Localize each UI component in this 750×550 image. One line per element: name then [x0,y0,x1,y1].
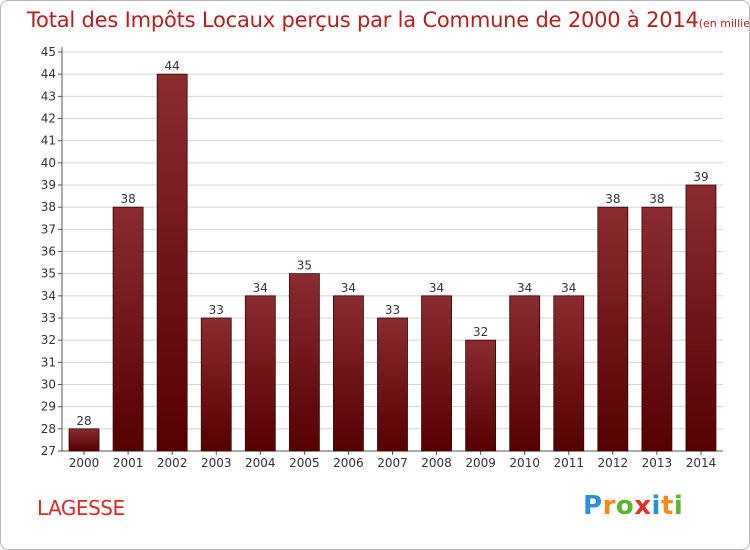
data-label-2001: 38 [120,192,135,206]
y-tick-label: 30 [41,378,56,392]
data-label-2000: 28 [76,414,91,428]
x-tick-label: 2010 [509,456,540,470]
x-tick-label: 2005 [289,456,320,470]
y-tick-label: 33 [41,311,56,325]
y-tick-label: 27 [41,444,56,458]
x-tick-label: 2012 [598,456,629,470]
x-tick-label: 2004 [245,456,276,470]
x-tick-label: 2011 [553,456,584,470]
bar-2002 [157,74,187,451]
data-label-2010: 34 [517,281,532,295]
bar-2009 [466,340,496,451]
data-label-2007: 33 [385,303,400,317]
y-tick-label: 40 [41,156,56,170]
data-label-2004: 34 [253,281,268,295]
x-tick-label: 2001 [113,456,144,470]
bar-2007 [378,318,408,451]
logo-letter: P [583,491,603,521]
y-tick-label: 31 [41,355,56,369]
x-tick-label: 2003 [201,456,232,470]
y-tick-label: 34 [41,289,56,303]
bar-2005 [289,274,319,451]
y-tick-label: 36 [41,245,56,259]
proxiti-logo: Proxiti [583,491,683,521]
bar-2001 [113,207,143,451]
data-label-2011: 34 [561,281,576,295]
bar-2014 [686,185,716,451]
x-tick-label: 2013 [642,456,673,470]
y-tick-label: 28 [41,422,56,436]
x-tick-label: 2000 [69,456,100,470]
x-tick-label: 2007 [377,456,408,470]
y-tick-label: 29 [41,400,56,414]
logo-letter: x [634,491,651,521]
bar-chart: 27 28 29 30 31 32 33 34 35 36 37 38 39 40 41 42 43 44 45 20… [1,1,750,550]
data-label-2013: 38 [649,192,664,206]
y-tick-label: 44 [41,67,56,81]
y-tick-label: 32 [41,333,56,347]
x-tick-label: 2008 [421,456,452,470]
data-label-2014: 39 [693,170,708,184]
y-tick-label: 37 [41,222,56,236]
bar-2010 [510,296,540,451]
bar-2004 [245,296,275,451]
logo-letter: r [603,491,616,521]
x-tick-label: 2002 [157,456,188,470]
y-tick-label: 39 [41,178,56,192]
logo-letter: o [616,491,634,521]
bar-2003 [201,318,231,451]
bar-2006 [333,296,363,451]
data-label-2003: 33 [209,303,224,317]
data-label-2006: 34 [341,281,356,295]
data-label-2012: 38 [605,192,620,206]
bar-2008 [422,296,452,451]
x-tick-label: 2006 [333,456,364,470]
data-label-2009: 32 [473,325,488,339]
commune-name: LAGESSE [37,496,125,520]
y-tick-label: 38 [41,200,56,214]
logo-letter: i [652,491,661,521]
bars [69,74,716,451]
data-label-2005: 35 [297,259,312,273]
y-tick-label: 45 [41,45,56,59]
bar-2012 [598,207,628,451]
bar-2000 [69,429,99,451]
chart-frame: Total des Impôts Locaux perçus par la Co… [0,0,750,550]
y-tick-label: 43 [41,89,56,103]
data-label-2002: 44 [165,59,180,73]
x-tick-label: 2009 [465,456,496,470]
data-label-2008: 34 [429,281,444,295]
y-tick-label: 35 [41,267,56,281]
bar-2011 [554,296,584,451]
logo-letter: t [661,491,674,521]
bar-2013 [642,207,672,451]
y-tick-label: 42 [41,112,56,126]
y-tick-label: 41 [41,134,56,148]
logo-letter: i [674,491,683,521]
x-tick-label: 2014 [686,456,717,470]
